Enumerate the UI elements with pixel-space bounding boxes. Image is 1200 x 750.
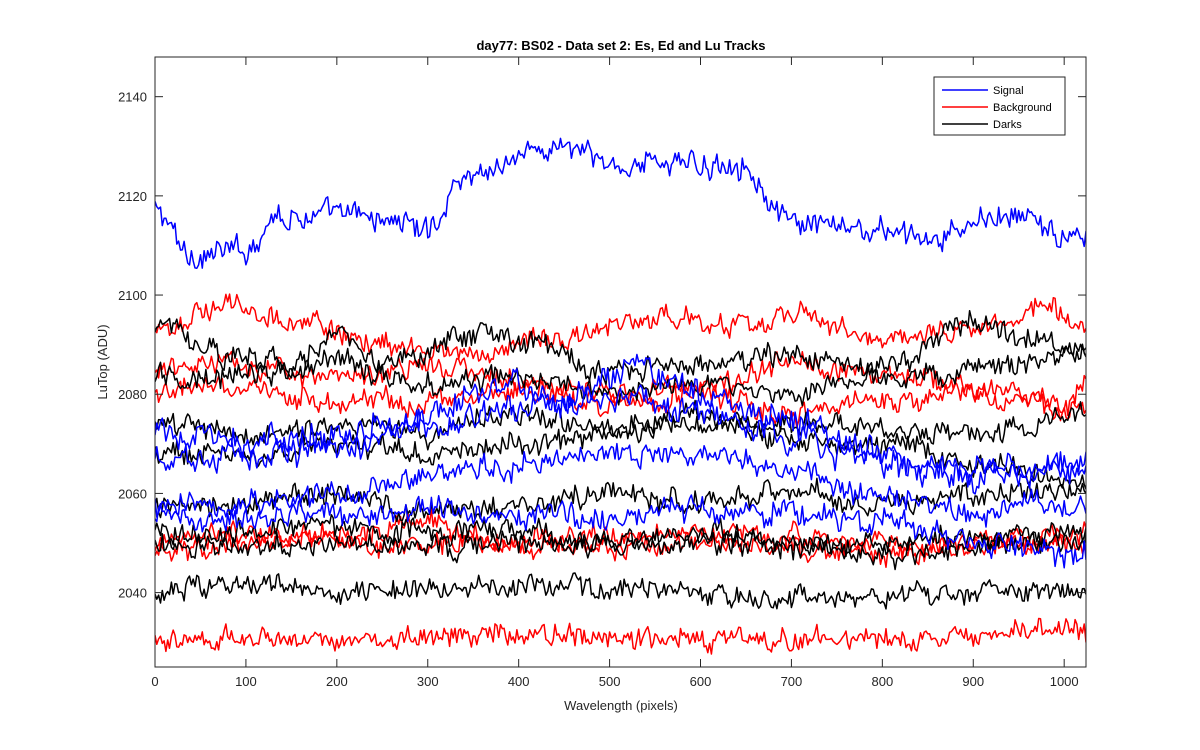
series-line-signal <box>155 353 1086 486</box>
x-axis-ticks: 0 100 200 300 400 500 600 700 800 900 1000 <box>151 57 1079 689</box>
series-line-background <box>155 375 1086 429</box>
chart-title: day77: BS02 - Data set 2: Es, Ed and Lu … <box>476 38 765 53</box>
y-tick-label: 2080 <box>118 387 147 402</box>
x-tick-label: 1000 <box>1050 674 1079 689</box>
x-tick-label: 700 <box>781 674 803 689</box>
x-tick-label: 400 <box>508 674 530 689</box>
y-tick-label: 2120 <box>118 189 147 204</box>
series-line-darks <box>155 399 1086 451</box>
x-axis-label: Wavelength (pixels) <box>564 698 678 713</box>
y-axis-ticks: 2040 2060 2080 2100 2120 2140 <box>118 90 1086 601</box>
series-line-darks <box>155 572 1086 610</box>
y-tick-label: 2040 <box>118 586 147 601</box>
series-line-signal <box>155 137 1086 270</box>
x-tick-label: 800 <box>871 674 893 689</box>
x-tick-label: 300 <box>417 674 439 689</box>
legend-label-signal: Signal <box>993 85 1024 97</box>
x-tick-label: 200 <box>326 674 348 689</box>
series-layer <box>155 137 1086 655</box>
series-line-darks <box>155 477 1086 523</box>
series-line-signal <box>155 381 1086 495</box>
y-tick-label: 2140 <box>118 90 147 105</box>
series-line-darks <box>155 309 1086 386</box>
x-tick-label: 500 <box>599 674 621 689</box>
legend: Signal Background Darks <box>933 76 1066 136</box>
series-line-darks <box>155 343 1086 407</box>
x-tick-label: 900 <box>962 674 984 689</box>
series-line-signal <box>155 494 1086 569</box>
x-tick-label: 0 <box>151 674 158 689</box>
plot-area <box>155 57 1086 667</box>
x-tick-label: 100 <box>235 674 257 689</box>
x-tick-label: 600 <box>690 674 712 689</box>
series-line-background <box>155 617 1086 655</box>
y-axis-label: LuTop (ADU) <box>95 324 110 399</box>
y-tick-label: 2100 <box>118 288 147 303</box>
legend-box <box>933 76 1066 136</box>
series-line-darks <box>155 527 1086 571</box>
legend-label-darks: Darks <box>993 119 1022 131</box>
legend-label-background: Background <box>993 102 1052 114</box>
y-tick-label: 2060 <box>118 486 147 501</box>
plot-border <box>154 56 1087 668</box>
series-line-background <box>155 293 1086 364</box>
series-line-signal <box>155 442 1086 528</box>
